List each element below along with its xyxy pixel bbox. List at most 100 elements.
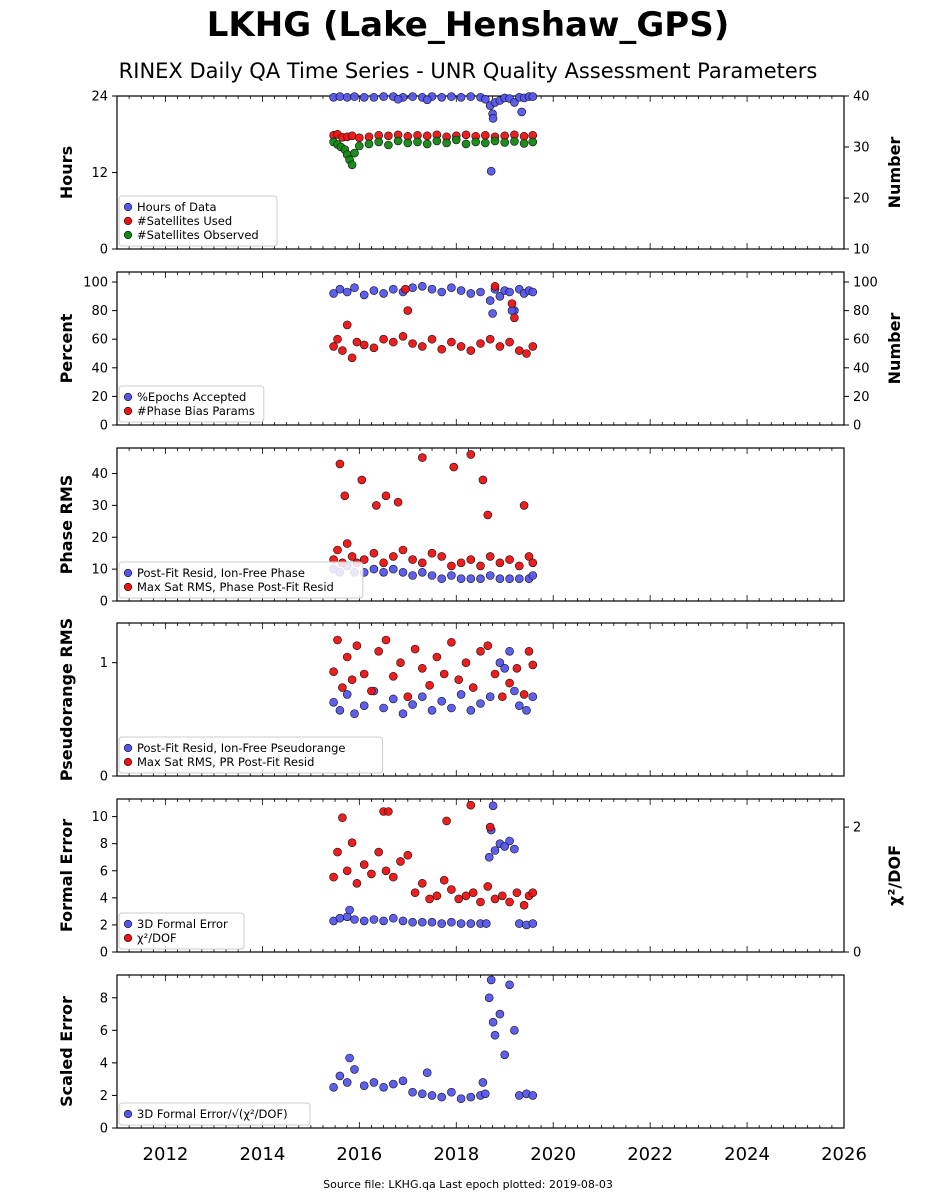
data-point [442, 138, 451, 148]
legend-label: 3D Formal Error [137, 917, 228, 931]
legend-marker [123, 230, 133, 240]
data-point [379, 289, 388, 298]
data-point [437, 1092, 447, 1102]
legend-marker [123, 919, 133, 929]
data-point [461, 130, 471, 140]
legend-marker [123, 757, 133, 767]
legend: %Epochs Accepted#Phase Bias Params [118, 385, 265, 423]
data-point [342, 539, 352, 548]
data-point [333, 635, 342, 645]
data-point [388, 552, 398, 561]
data-point [500, 1050, 510, 1060]
y-right-tick-label: 80 [853, 304, 870, 319]
data-point [481, 919, 491, 928]
data-point [490, 894, 500, 904]
data-point [519, 900, 529, 910]
data-point [342, 866, 352, 876]
legend-label: #Satellites Used [137, 214, 232, 228]
data-point [456, 558, 466, 568]
data-point [528, 660, 538, 670]
y-tick-label: 0 [100, 1122, 108, 1137]
legend-label: Post-Fit Resid, Ion-Free Pseudorange [137, 741, 345, 755]
data-point [512, 663, 522, 673]
data-point [447, 92, 456, 101]
data-point [329, 289, 338, 298]
data-point [485, 822, 495, 832]
data-point [437, 574, 447, 584]
legend-label: Post-Fit Resid, Ion-Free Phase [137, 566, 305, 580]
data-point [512, 888, 522, 898]
y-right-tick-label: 10 [853, 243, 870, 258]
data-point [398, 709, 408, 719]
data-point [369, 343, 379, 353]
data-point [522, 705, 531, 715]
legend-box [118, 1102, 311, 1126]
data-point [510, 313, 519, 323]
data-point [505, 646, 514, 656]
data-point [447, 337, 456, 347]
data-point [476, 561, 485, 571]
legend-marker [123, 1109, 133, 1119]
data-point [350, 92, 359, 101]
data-point [528, 342, 538, 351]
y-axis-label: Percent [57, 313, 76, 383]
data-point [417, 567, 427, 577]
data-point [495, 291, 505, 301]
data-point [442, 816, 451, 826]
y-tick-label: 10 [91, 810, 108, 825]
panel-6: 0 2 4 6 8 Scaled Error 3D Formal Error/√(χ²/DO… [57, 974, 845, 1137]
data-point [347, 675, 357, 685]
data-point [439, 669, 449, 679]
data-point [381, 866, 391, 876]
data-point [357, 475, 367, 485]
y-tick-label: 20 [91, 390, 108, 405]
data-point [371, 501, 381, 510]
data-point [514, 346, 524, 355]
data-point [507, 306, 517, 315]
y-tick-label: 0 [100, 243, 108, 258]
data-point [456, 342, 466, 351]
data-point [461, 139, 471, 149]
data-point [519, 139, 529, 148]
data-point [476, 574, 485, 584]
data-point [488, 1017, 498, 1027]
data-point [486, 975, 496, 985]
data-point [490, 281, 500, 291]
data-point [338, 683, 347, 692]
legend-box [118, 736, 384, 774]
data-point [384, 131, 393, 141]
legend-box [118, 561, 364, 599]
data-point [379, 916, 388, 926]
data-point [398, 567, 408, 577]
data-point [350, 915, 359, 924]
y-tick-label: 6 [100, 864, 108, 879]
y-tick-label: 80 [91, 304, 108, 319]
data-point [374, 646, 384, 656]
data-point [488, 114, 498, 123]
x-tick-label: 2012 [143, 1144, 189, 1165]
data-point [335, 459, 345, 469]
data-point [439, 875, 449, 885]
data-point [340, 491, 350, 501]
data-point [427, 917, 437, 927]
data-point [403, 306, 413, 315]
data-point [354, 141, 364, 151]
data-point [381, 491, 391, 501]
data-point [447, 917, 456, 927]
data-point [490, 846, 500, 855]
data-point [427, 1091, 437, 1100]
figure-subtitle: RINEX Daily QA Time Series - UNR Quality… [119, 59, 818, 83]
data-point [393, 136, 403, 146]
data-point [417, 453, 427, 462]
y-right-tick-label: 20 [853, 390, 870, 405]
legend-label: Max Sat RMS, PR Post-Fit Resid [137, 755, 314, 769]
data-point [454, 894, 464, 904]
data-point [432, 652, 442, 662]
y-tick-label: 4 [100, 891, 108, 906]
data-point [388, 913, 398, 923]
data-point [505, 555, 514, 564]
data-point [335, 913, 345, 923]
data-point [495, 558, 505, 568]
y-tick-label: 0 [100, 770, 108, 785]
